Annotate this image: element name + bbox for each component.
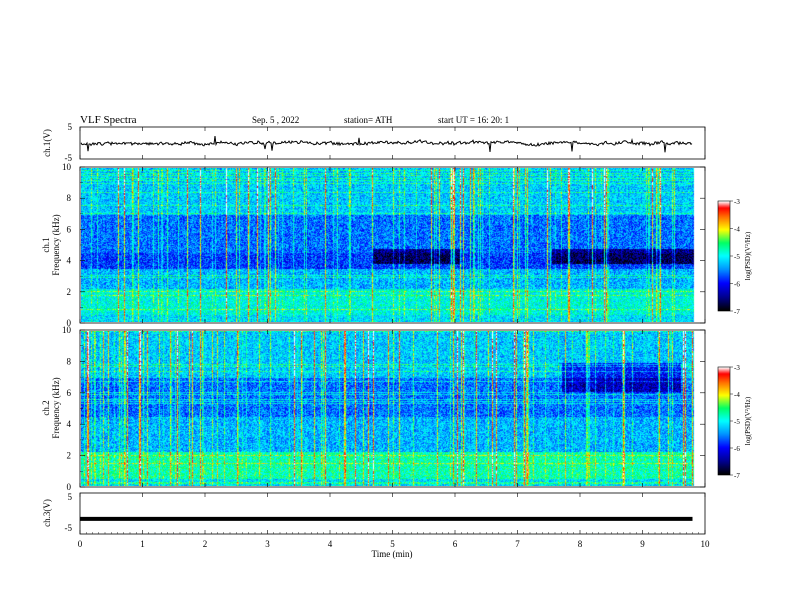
ch1-waveform-line	[80, 136, 693, 153]
colorbar-tick-label: -6	[734, 281, 740, 289]
colorbar-tick-label: -6	[734, 445, 740, 453]
time-tick-label: 7	[515, 539, 520, 549]
header-station: station= ATH	[344, 115, 393, 125]
figure-title: VLF Spectra	[80, 114, 137, 126]
freq-tick-label: 6	[67, 224, 72, 234]
ch2-spectrogram-ylabel1: ch.2	[41, 400, 51, 415]
ch2-colorbar-frame	[717, 366, 731, 476]
time-tick-label: 4	[328, 539, 333, 549]
time-tick-label: 2	[203, 539, 208, 549]
ch1-spectrogram-ticks	[80, 166, 705, 324]
colorbar-tick-label: -4	[734, 391, 740, 399]
ch1-ytick-bottom: -5	[65, 153, 73, 163]
time-tick-label: 3	[265, 539, 270, 549]
freq-tick-label: 10	[62, 325, 72, 335]
colorbar-tick-label: -7	[734, 472, 740, 480]
freq-tick-label: 0	[67, 318, 72, 328]
freq-tick-label: 8	[67, 356, 72, 366]
ch3-waveform-panel: 5 -5 ch.3(V) 0 1 2 3 4 5 6 7 8 9 10	[42, 127, 710, 549]
colorbar-tick-label: -5	[734, 418, 740, 426]
ch2-colorbar	[718, 367, 730, 475]
time-tick-label: 6	[453, 539, 458, 549]
header-date: Sep. 5 , 2022	[252, 115, 299, 125]
ch1-waveform-ylabel: ch.1(V)	[42, 129, 52, 157]
ch2-spectrogram	[81, 331, 704, 486]
ch1-colorbar	[718, 201, 730, 311]
freq-tick-label: 4	[67, 256, 72, 266]
ch1-colorbar-label: log(PSD)(V²/Hz)	[744, 231, 752, 280]
ch1-colorbar-panel: -3 -4 -5 -6 -7 log(PSD)(V²/Hz)	[717, 198, 752, 316]
time-tick-label: 8	[578, 539, 583, 549]
ch1-spectrogram	[81, 168, 704, 322]
ch2-spectrogram-ylabel2: Frequency (kHz)	[51, 377, 61, 438]
freq-tick-label: 2	[67, 451, 72, 461]
freq-tick-label: 8	[67, 193, 72, 203]
freq-tick-label: 2	[67, 287, 72, 297]
ch2-spectrogram-panel: ch.2 Frequency (kHz) 0 2 4 6 8 10	[41, 325, 706, 492]
time-axis-ticks	[79, 127, 706, 534]
ch1-spectrogram-ylabel1: ch.1	[41, 237, 51, 252]
ch1-spectrogram-ylabel2: Frequency (kHz)	[51, 214, 61, 275]
time-axis-tick-labels: 0 1 2 3 4 5 6 7 8 9 10	[78, 539, 710, 549]
time-tick-label: 5	[390, 539, 395, 549]
ch3-ytick-bottom: -5	[65, 523, 73, 533]
ch2-colorbar-label: log(PSD)(V²/Hz)	[744, 396, 752, 445]
colorbar-tick-label: -4	[734, 226, 740, 234]
ch1-colorbar-frame	[717, 200, 731, 312]
ch2-spectrogram-ticks	[80, 329, 705, 488]
ch1-spectrogram-panel: ch.1 Frequency (kHz) 0 2 4 6 8 10	[41, 162, 706, 328]
freq-tick-label: 4	[67, 419, 72, 429]
time-tick-label: 0	[78, 539, 83, 549]
colorbar-tick-label: -3	[734, 198, 740, 206]
time-tick-label: 1	[140, 539, 145, 549]
ch1-ytick-top: 5	[68, 122, 73, 132]
header-start-time: start UT = 16: 20: 1	[438, 115, 509, 125]
freq-tick-label: 6	[67, 388, 72, 398]
time-tick-label: 10	[701, 539, 711, 549]
freq-tick-label: 0	[67, 482, 72, 492]
ch1-waveform-panel: 5 -5 ch.1(V)	[42, 122, 706, 163]
ch2-spectrogram-frame	[79, 329, 706, 488]
time-tick-label: 9	[640, 539, 645, 549]
ch3-ytick-top: 5	[68, 492, 73, 502]
ch1-spectrogram-frame	[79, 166, 706, 324]
ch3-waveform-ylabel: ch.3(V)	[42, 499, 52, 527]
colorbar-tick-label: -3	[734, 364, 740, 372]
freq-tick-label: 10	[62, 162, 72, 172]
time-axis-label: Time (min)	[372, 549, 413, 559]
colorbar-tick-label: -7	[734, 308, 740, 316]
ch2-colorbar-panel: -3 -4 -5 -6 -7 log(PSD)(V²/Hz)	[717, 364, 752, 480]
ch3-waveform-frame	[79, 492, 706, 535]
colorbar-tick-label: -5	[734, 253, 740, 261]
